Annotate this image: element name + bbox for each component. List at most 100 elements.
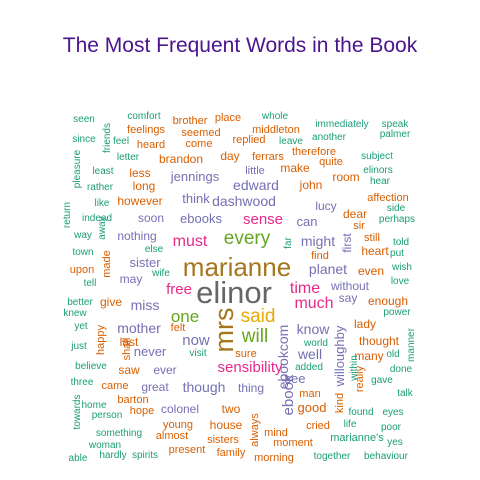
word-give: give	[100, 295, 122, 309]
word-yes: yes	[387, 437, 403, 448]
word-friends: friends	[102, 123, 113, 153]
word-perhaps: perhaps	[379, 214, 415, 225]
word-better: better	[67, 297, 93, 308]
word-heart: heart	[361, 244, 389, 258]
word-old: old	[386, 349, 399, 360]
word-put: put	[390, 248, 404, 259]
word-feelings: feelings	[127, 124, 165, 136]
word-feel: feel	[113, 136, 129, 147]
word-believe: believe	[75, 361, 107, 372]
word-ebook: ebook	[280, 374, 297, 415]
word-now: now	[182, 332, 210, 349]
word-tell: tell	[84, 278, 97, 289]
word-cried: cried	[306, 420, 330, 432]
word-else: else	[145, 244, 164, 255]
word-affection: affection	[367, 192, 408, 204]
word-dashwood: dashwood	[212, 193, 276, 209]
word-world: world	[303, 338, 328, 349]
word-young: young	[163, 419, 193, 431]
word-never: never	[134, 344, 167, 359]
word-really: really	[354, 365, 366, 392]
word-shall: shall	[121, 338, 133, 361]
word-miss: miss	[131, 297, 160, 313]
word-ferrars: ferrars	[252, 151, 284, 163]
word-seen: seen	[73, 114, 95, 125]
word-sir: sir	[353, 220, 365, 232]
word-made: made	[101, 250, 113, 278]
word-marianne: marianne	[183, 252, 291, 282]
word-saw: saw	[118, 363, 140, 377]
word-hope: hope	[130, 405, 154, 417]
word-however: however	[117, 194, 162, 208]
word-marianne-s: marianne's	[330, 432, 384, 444]
word-away: away	[97, 216, 108, 239]
word-sensibility: sensibility	[217, 359, 283, 376]
word-one: one	[171, 307, 199, 326]
word-every: every	[224, 228, 271, 249]
word-visit: visit	[189, 348, 206, 359]
word-place: place	[215, 112, 241, 124]
word-yet: yet	[74, 321, 88, 332]
word-man: man	[299, 388, 320, 400]
word-hear: hear	[370, 176, 391, 187]
word-well: well	[297, 346, 322, 362]
word-sense: sense	[243, 211, 283, 228]
word-mother: mother	[117, 320, 161, 336]
word-room: room	[332, 170, 359, 184]
word-sister: sister	[129, 255, 161, 270]
word-day: day	[220, 149, 239, 163]
word-behaviour: behaviour	[364, 451, 409, 462]
word-nothing: nothing	[117, 229, 156, 243]
word-much: much	[294, 295, 333, 312]
word-sisters: sisters	[207, 434, 239, 446]
word-will: will	[241, 326, 268, 347]
word-talk: talk	[397, 388, 414, 399]
word-together: together	[314, 451, 351, 462]
word-less: less	[129, 166, 150, 180]
word-though: though	[183, 379, 226, 395]
word-come: come	[186, 138, 213, 150]
word-life: life	[344, 419, 357, 430]
word-power: power	[383, 307, 411, 318]
word-can: can	[297, 214, 318, 229]
word-love: love	[391, 276, 410, 287]
word-comfort: comfort	[127, 111, 161, 122]
word-palmer: palmer	[380, 129, 411, 140]
word-might: might	[301, 233, 335, 249]
word-dear: dear	[343, 207, 367, 221]
word-ebooks: ebooks	[180, 211, 222, 226]
word-make: make	[280, 161, 310, 175]
word-last: last	[120, 335, 139, 349]
word-replied: replied	[232, 134, 265, 146]
word-long: long	[133, 179, 156, 193]
word-thought: thought	[359, 334, 400, 348]
word-spirits: spirits	[132, 450, 158, 461]
word-little: little	[245, 165, 265, 177]
word-enough: enough	[368, 294, 408, 308]
word-john: john	[299, 178, 323, 192]
word-present: present	[169, 444, 206, 456]
word-therefore: therefore	[292, 146, 336, 158]
word-within: within	[349, 355, 360, 382]
word-felt: felt	[171, 322, 186, 334]
word-still: still	[364, 232, 380, 244]
word-without: without	[330, 279, 370, 293]
word-two: two	[222, 402, 241, 416]
word-upon: upon	[70, 264, 94, 276]
word-able: able	[69, 453, 88, 464]
word-gave: gave	[371, 375, 393, 386]
word-subject: subject	[361, 151, 393, 162]
word-barton: barton	[117, 394, 148, 406]
word-many: many	[354, 349, 383, 363]
word-manner: manner	[406, 327, 417, 362]
word-almost: almost	[156, 430, 188, 442]
word-added: added	[295, 362, 323, 373]
word-lucy: lucy	[315, 199, 336, 213]
word-mind: mind	[264, 427, 288, 439]
word-wife: wife	[151, 268, 170, 279]
word-three: three	[71, 377, 94, 388]
word-moment: moment	[273, 437, 313, 449]
word-way: way	[73, 230, 92, 241]
word-thing: thing	[238, 381, 264, 395]
